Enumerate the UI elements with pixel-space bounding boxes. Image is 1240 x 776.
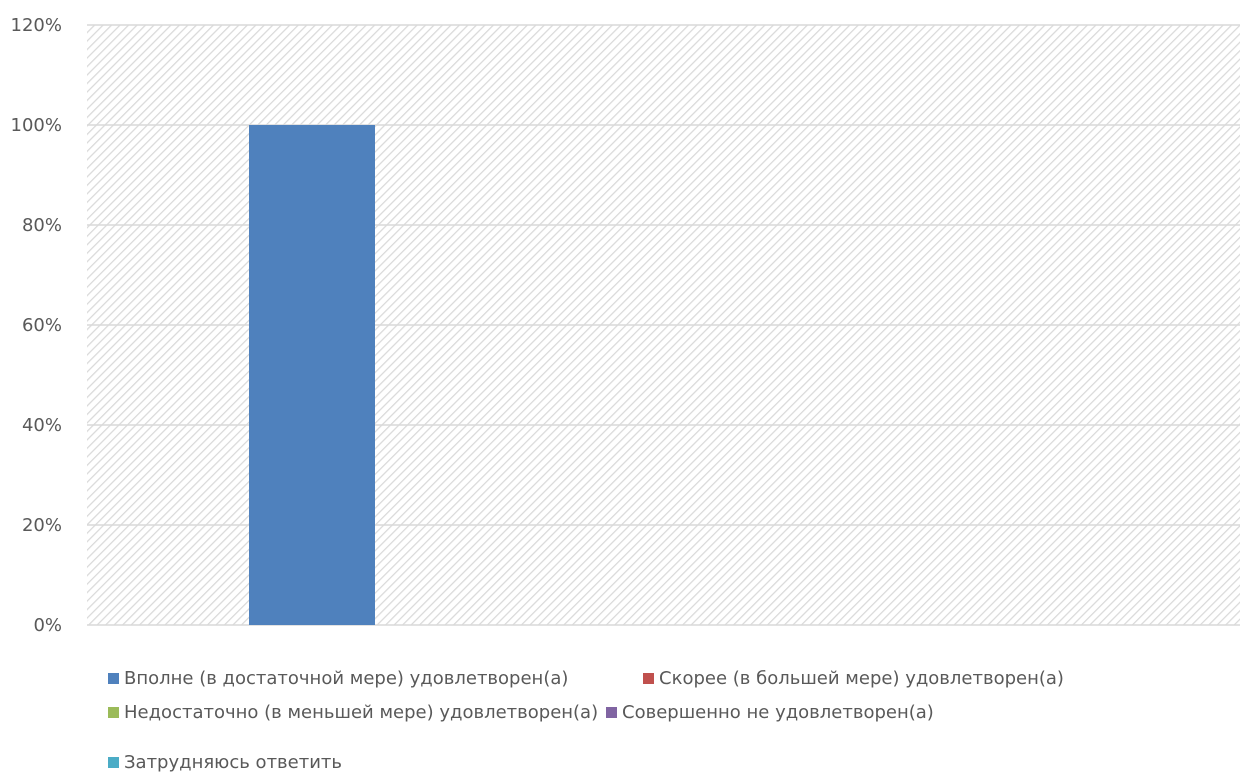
y-tick-label: 0% [33, 615, 62, 636]
legend-item-5: Затрудняюсь ответить [108, 748, 342, 776]
legend-swatch-4 [606, 706, 617, 718]
y-tick-label: 80% [22, 215, 62, 236]
y-tick-label: 100% [11, 115, 62, 136]
y-tick-label: 60% [22, 315, 62, 336]
bars [249, 125, 375, 625]
legend-swatch-1 [108, 672, 119, 684]
y-tick-label: 120% [11, 15, 62, 36]
legend-item-2: Скорее (в большей мере) удовлетворен(а) [643, 664, 1064, 692]
y-tick-label: 20% [22, 515, 62, 536]
y-tick-label: 40% [22, 415, 62, 436]
legend-item-4: Совершенно не удовлетворен(а) [606, 698, 934, 726]
legend-label-4: Совершенно не удовлетворен(а) [622, 701, 934, 723]
bar-series-1 [249, 125, 375, 625]
legend-swatch-3 [108, 706, 119, 718]
legend-item-1: Вполне (в достаточной мере) удовлетворен… [108, 664, 568, 692]
legend-swatch-2 [643, 672, 654, 684]
y-axis: 0% 20% 40% 60% 80% 100% 120% [11, 15, 62, 636]
legend-label-5: Затрудняюсь ответить [124, 751, 343, 773]
legend-label-3: Недостаточно (в меньшей мере) удовлетвор… [124, 701, 599, 723]
legend-swatch-5 [108, 756, 119, 768]
legend-item-3: Недостаточно (в меньшей мере) удовлетвор… [108, 698, 598, 726]
legend-label-2: Скорее (в большей мере) удовлетворен(а) [659, 667, 1064, 689]
legend-label-1: Вполне (в достаточной мере) удовлетворен… [124, 667, 569, 689]
